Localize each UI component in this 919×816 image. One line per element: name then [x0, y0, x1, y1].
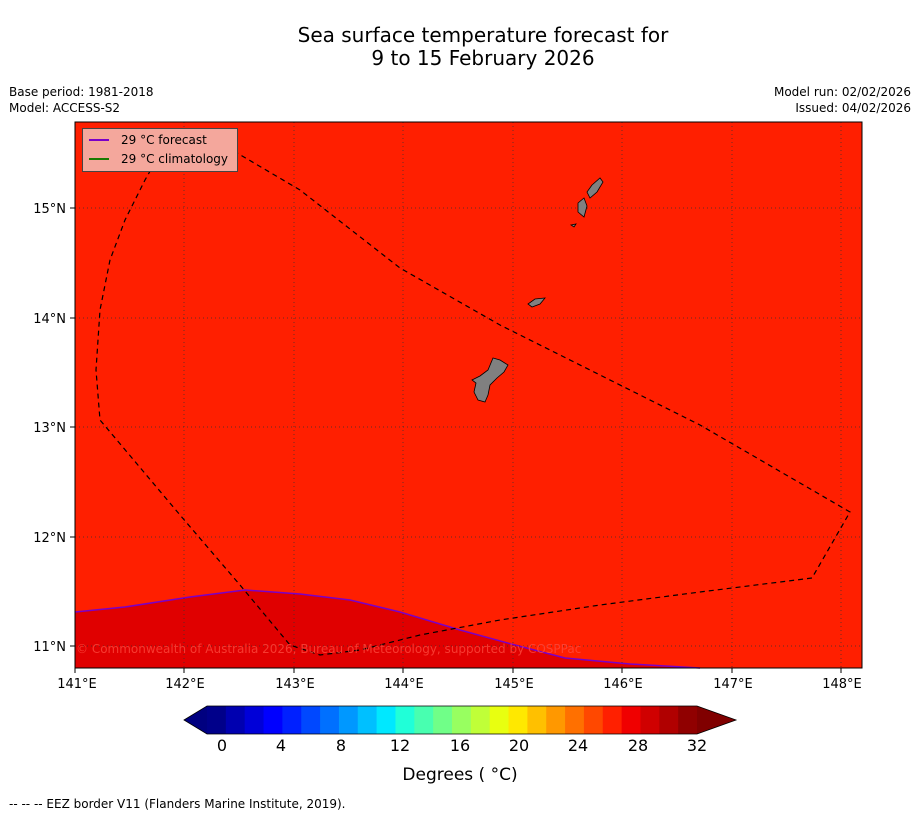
colorbar-segment	[602, 706, 623, 734]
colorbar-tick-label: 24	[568, 736, 588, 755]
colorbar-tick-label: 20	[509, 736, 529, 755]
colorbar-segment	[508, 706, 528, 734]
legend-item-forecast: 29 °C forecast	[89, 131, 207, 149]
base-period: Base period: 1981-2018	[9, 85, 154, 99]
colorbar-segment	[452, 706, 472, 734]
island-aguijan	[569, 223, 577, 228]
model-name: Model: ACCESS-S2	[9, 101, 121, 115]
colorbar-extend-high	[697, 706, 736, 734]
colorbar-segment	[301, 706, 321, 734]
lon-tick-label: 147°E	[713, 677, 753, 692]
colorbar-segment	[263, 706, 283, 734]
colorbar-tick-label: 12	[390, 736, 410, 755]
colorbar-segment	[244, 706, 265, 734]
lat-tick-label: 14°N	[33, 312, 66, 327]
lat-tick-label: 11°N	[33, 640, 66, 655]
colorbar-segment	[659, 706, 679, 734]
colorbar-segment	[376, 706, 396, 734]
colorbar-segment	[470, 706, 491, 734]
footnote: -- -- -- EEZ border V11 (Flanders Marine…	[9, 797, 346, 811]
colorbar-tick-label: 4	[276, 736, 286, 755]
lat-tick-label: 13°N	[33, 421, 66, 436]
warm-zone	[75, 590, 700, 668]
island-rota	[527, 297, 546, 308]
legend-label-climatology: 29 °C climatology	[121, 152, 229, 166]
issued-date: Issued: 04/02/2026	[795, 101, 911, 115]
lon-tick-label: 141°E	[57, 677, 97, 692]
colorbar-segment	[282, 706, 302, 734]
title-line-1: Sea surface temperature forecast for	[297, 23, 669, 47]
copyright-notice: © Commonwealth of Australia 2026, Bureau…	[76, 642, 582, 656]
colorbar-tick-label: 8	[336, 736, 346, 755]
colorbar-segment	[565, 706, 585, 734]
map-legend: 29 °C forecast 29 °C climatology	[82, 128, 238, 172]
colorbar-segment	[320, 706, 340, 734]
eez-border	[95, 139, 851, 656]
lat-tick-label: 15°N	[33, 202, 66, 217]
lon-tick-label: 146°E	[603, 677, 643, 692]
map-frame	[74, 121, 863, 669]
colorbar-segment	[338, 706, 359, 734]
lon-tick-label: 144°E	[384, 677, 424, 692]
colorbar-tick-label: 28	[628, 736, 648, 755]
title-line-2: 9 to 15 February 2026	[371, 46, 595, 70]
colorbar-outline	[183, 705, 738, 735]
lon-tick-label: 143°E	[275, 677, 315, 692]
colorbar-extend-low	[184, 706, 207, 734]
colorbar-segment	[395, 706, 415, 734]
island-tinian	[577, 197, 588, 218]
colorbar-segment	[433, 706, 453, 734]
colorbar-segment	[640, 706, 660, 734]
forecast-contour	[74, 589, 701, 669]
colorbar-segment	[527, 706, 547, 734]
colorbar-segment	[546, 706, 566, 734]
colorbar-tick-label: 32	[687, 736, 707, 755]
model-run: Model run: 02/02/2026	[773, 85, 911, 99]
lon-tick-label: 148°E	[822, 677, 862, 692]
island-saipan	[586, 177, 604, 199]
colorbar	[183, 705, 738, 735]
legend-item-climatology: 29 °C climatology	[89, 150, 228, 168]
colorbar-segment	[357, 706, 378, 734]
colorbar-segment	[621, 706, 641, 734]
legend-label-forecast: 29 °C forecast	[121, 133, 207, 147]
map-background	[75, 122, 862, 668]
colorbar-tick-label: 0	[217, 736, 227, 755]
legend-swatch-forecast	[89, 139, 109, 141]
colorbar-segment	[414, 706, 434, 734]
colorbar-title: Degrees ( °C)	[402, 765, 517, 785]
colorbar-segment	[207, 706, 227, 734]
lon-tick-label: 142°E	[165, 677, 205, 692]
lat-tick-label: 12°N	[33, 531, 66, 546]
tick-marks	[70, 207, 842, 673]
island-guam	[471, 357, 509, 403]
colorbar-segment	[583, 706, 604, 734]
colorbar-segment	[678, 706, 698, 734]
colorbar-segment	[489, 706, 510, 734]
colorbar-tick-label: 16	[450, 736, 470, 755]
gridlines	[75, 122, 862, 668]
legend-swatch-climatology	[89, 158, 109, 160]
islands	[471, 177, 604, 403]
colorbar-segment	[225, 706, 246, 734]
lon-tick-label: 145°E	[494, 677, 534, 692]
